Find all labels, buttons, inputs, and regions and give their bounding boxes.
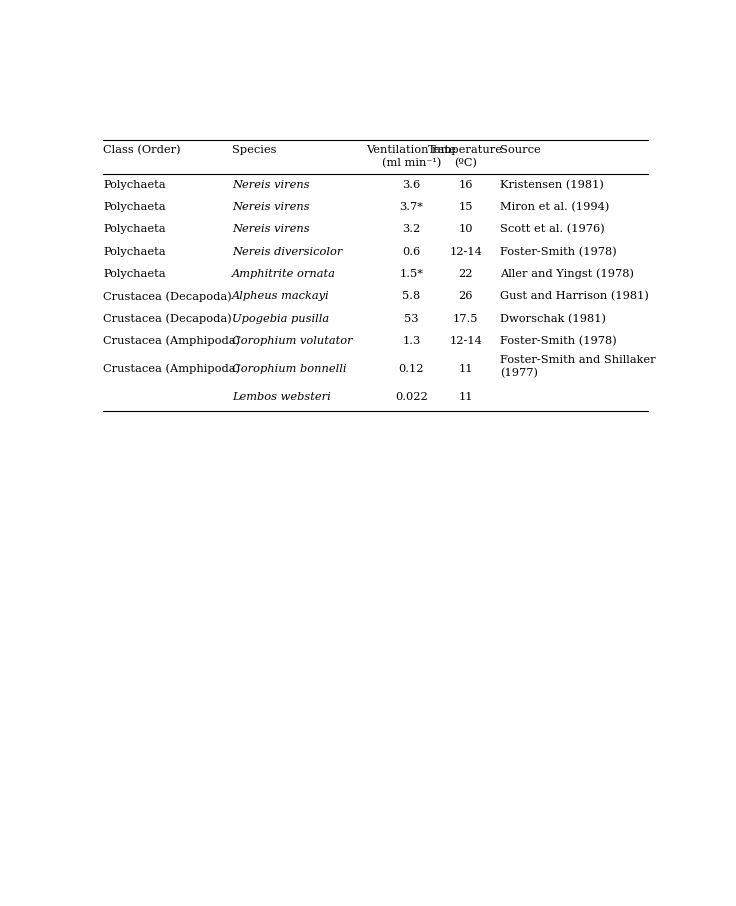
Text: Ventilation rate: Ventilation rate: [367, 145, 456, 155]
Text: 1.3: 1.3: [403, 336, 420, 346]
Text: Nereis virens: Nereis virens: [232, 225, 309, 235]
Text: 0.022: 0.022: [395, 391, 428, 402]
Text: Crustacea (Decapoda): Crustacea (Decapoda): [103, 313, 232, 324]
Text: 3.7*: 3.7*: [400, 202, 423, 212]
Text: 16: 16: [459, 179, 473, 189]
Text: 1.5*: 1.5*: [400, 269, 423, 279]
Text: Corophium bonnelli: Corophium bonnelli: [232, 364, 346, 374]
Text: 26: 26: [459, 292, 473, 302]
Text: Polychaeta: Polychaeta: [103, 246, 166, 256]
Text: (1977): (1977): [500, 368, 538, 378]
Text: Corophium volutator: Corophium volutator: [232, 336, 353, 346]
Text: 15: 15: [459, 202, 473, 212]
Text: 3.2: 3.2: [403, 225, 420, 235]
Text: Nereis virens: Nereis virens: [232, 202, 309, 212]
Text: Polychaeta: Polychaeta: [103, 179, 166, 189]
Text: Crustacea (Decapoda): Crustacea (Decapoda): [103, 291, 232, 302]
Text: (ºC): (ºC): [454, 158, 477, 168]
Text: Gust and Harrison (1981): Gust and Harrison (1981): [500, 291, 648, 302]
Text: 11: 11: [459, 391, 473, 402]
Text: 22: 22: [459, 269, 473, 279]
Text: Nereis diversicolor: Nereis diversicolor: [232, 246, 342, 256]
Text: 17.5: 17.5: [453, 313, 478, 323]
Text: Species: Species: [232, 145, 276, 155]
Text: Aller and Yingst (1978): Aller and Yingst (1978): [500, 269, 634, 279]
Text: Scott et al. (1976): Scott et al. (1976): [500, 225, 604, 235]
Text: Foster-Smith and Shillaker: Foster-Smith and Shillaker: [500, 355, 656, 365]
Text: Lembos websteri: Lembos websteri: [232, 391, 330, 402]
Text: 10: 10: [459, 225, 473, 235]
Text: (ml min⁻¹): (ml min⁻¹): [382, 158, 441, 168]
Text: 3.6: 3.6: [403, 179, 420, 189]
Text: 5.8: 5.8: [403, 292, 420, 302]
Text: Polychaeta: Polychaeta: [103, 225, 166, 235]
Text: Dworschak (1981): Dworschak (1981): [500, 313, 606, 323]
Text: Crustacea (Amphipoda): Crustacea (Amphipoda): [103, 336, 241, 346]
Text: 12-14: 12-14: [449, 246, 482, 256]
Text: 11: 11: [459, 364, 473, 374]
Text: Crustacea (Amphipoda): Crustacea (Amphipoda): [103, 363, 241, 374]
Text: 53: 53: [404, 313, 419, 323]
Text: 12-14: 12-14: [449, 336, 482, 346]
Text: Miron et al. (1994): Miron et al. (1994): [500, 202, 609, 212]
Text: Amphitrite ornata: Amphitrite ornata: [232, 269, 336, 279]
Text: Foster-Smith (1978): Foster-Smith (1978): [500, 246, 617, 257]
Text: Alpheus mackayi: Alpheus mackayi: [232, 292, 330, 302]
Text: Nereis virens: Nereis virens: [232, 179, 309, 189]
Text: Temperature: Temperature: [428, 145, 503, 155]
Text: Kristensen (1981): Kristensen (1981): [500, 179, 604, 190]
Text: Polychaeta: Polychaeta: [103, 269, 166, 279]
Text: Polychaeta: Polychaeta: [103, 202, 166, 212]
Text: Foster-Smith (1978): Foster-Smith (1978): [500, 336, 617, 346]
Text: Upogebia pusilla: Upogebia pusilla: [232, 313, 329, 323]
Text: 0.6: 0.6: [403, 246, 420, 256]
Text: 0.12: 0.12: [399, 364, 424, 374]
Text: Source: Source: [500, 145, 540, 155]
Text: Class (Order): Class (Order): [103, 145, 181, 155]
